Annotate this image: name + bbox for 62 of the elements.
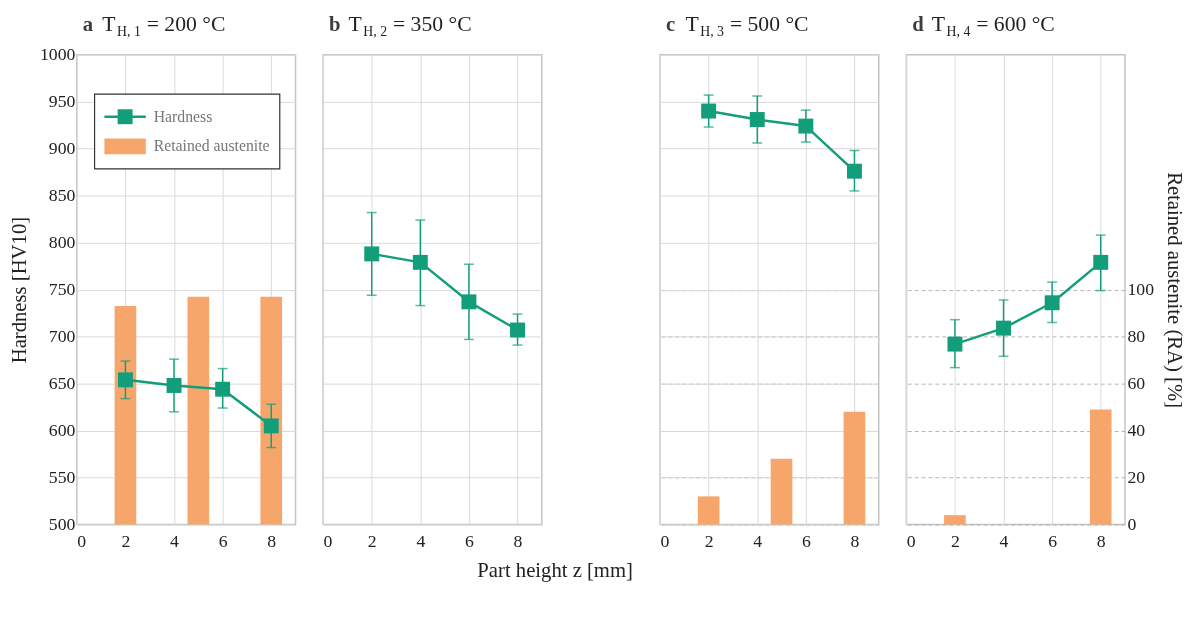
- x-tick-label: 0: [323, 530, 333, 551]
- y2-tick-label: 60: [1127, 373, 1146, 394]
- point: [701, 103, 717, 119]
- x-tick-label: 6: [1048, 530, 1058, 551]
- point: [798, 118, 814, 134]
- y2-axis-title: Retained austenite (RA) [%]: [1162, 172, 1186, 409]
- text: b: [329, 13, 341, 36]
- y2-tick-label: 40: [1127, 420, 1146, 440]
- point: [846, 163, 862, 179]
- y-tick-label: 600: [48, 420, 76, 440]
- x-tick-label: 0: [906, 530, 916, 551]
- point: [1093, 254, 1109, 270]
- x-tick-label: 6: [801, 530, 811, 551]
- x-tick-label: 2: [950, 530, 960, 551]
- y-tick-label: 500: [48, 513, 76, 534]
- x-tick-label: 4: [999, 530, 1009, 551]
- y-tick-label: 700: [48, 326, 76, 347]
- y-axis-title: Hardness [HV10]: [8, 216, 31, 364]
- y2-tick-label: 0: [1127, 513, 1137, 534]
- x-tick-label: 6: [218, 530, 228, 551]
- y2-tick-label: 100: [1127, 279, 1155, 300]
- point: [412, 254, 428, 270]
- point: [1044, 295, 1060, 311]
- x-tick-label: 8: [850, 530, 860, 551]
- text: d: [912, 13, 925, 36]
- text: a: [82, 13, 94, 36]
- x-tick-label: 4: [170, 530, 180, 551]
- legend-label: Hardness: [153, 107, 213, 125]
- x-tick-label: 2: [704, 530, 714, 551]
- point: [461, 294, 477, 310]
- y2-tick-label: 80: [1127, 326, 1146, 347]
- y-tick-label: 950: [48, 91, 76, 112]
- y-tick-label: 900: [48, 138, 76, 159]
- y2-tick-label: 20: [1127, 466, 1146, 487]
- y-tick-label: 1000: [39, 44, 76, 65]
- y-tick-label: 850: [48, 185, 76, 206]
- x-tick-label: 2: [367, 530, 377, 551]
- point: [749, 112, 765, 127]
- legend-label: Retained austenite: [153, 137, 270, 155]
- x-tick-label: 8: [267, 530, 277, 551]
- x-tick-label: 4: [753, 530, 763, 551]
- point: [510, 322, 525, 338]
- x-tick-label: 8: [513, 530, 523, 551]
- x-tick-label: 8: [1096, 530, 1106, 551]
- x-tick-label: 6: [464, 530, 474, 551]
- y-tick-label: 650: [48, 373, 76, 394]
- point: [947, 336, 963, 352]
- x-tick-label: 0: [660, 530, 670, 551]
- x-axis-title: Part height z [mm]: [477, 559, 633, 583]
- x-tick-label: 4: [416, 530, 426, 551]
- point: [166, 378, 182, 393]
- point: [263, 418, 279, 434]
- point: [215, 381, 231, 397]
- text: c: [665, 13, 676, 36]
- point: [996, 320, 1011, 336]
- point: [117, 372, 133, 388]
- x-tick-label: 2: [121, 530, 131, 551]
- x-tick-label: 0: [77, 530, 87, 551]
- y-tick-label: 550: [48, 466, 76, 487]
- y-tick-label: 800: [48, 232, 76, 253]
- y-tick-label: 750: [48, 279, 76, 300]
- point: [364, 246, 380, 262]
